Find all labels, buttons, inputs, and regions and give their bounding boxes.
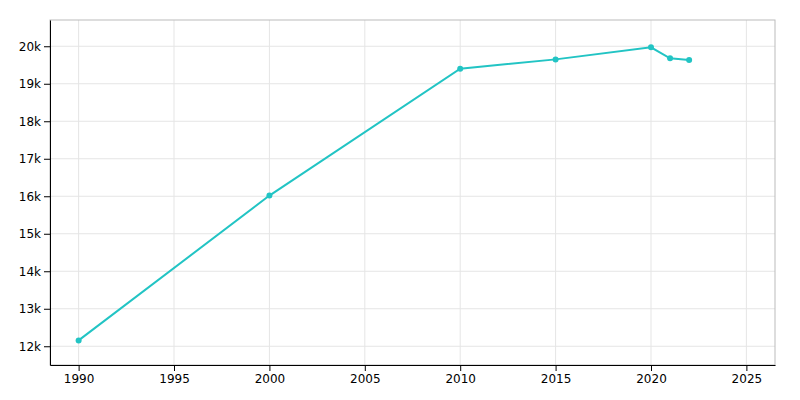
- y-tick-mark: [44, 234, 50, 235]
- y-tick: 12k: [19, 340, 50, 354]
- y-tick: 19k: [19, 77, 50, 91]
- x-tick: 2005: [350, 365, 381, 386]
- grid-line-y: [50, 346, 775, 347]
- grid-line-y: [50, 271, 775, 272]
- y-tick-mark: [44, 84, 50, 85]
- x-tick-label: 2000: [255, 372, 286, 386]
- x-tick-label: 1995: [159, 372, 190, 386]
- grid-line-x: [650, 20, 651, 365]
- x-tick-mark: [174, 365, 175, 371]
- y-tick-label: 18k: [19, 115, 41, 129]
- x-tick: 1990: [64, 365, 95, 386]
- point: [266, 193, 272, 199]
- x-tick-mark: [269, 365, 270, 371]
- x-tick-label: 2020: [636, 372, 667, 386]
- point: [648, 44, 654, 50]
- y-tick: 16k: [19, 190, 50, 204]
- y-tick: 17k: [19, 152, 50, 166]
- x-tick-label: 2015: [541, 372, 572, 386]
- y-tick: 13k: [19, 302, 50, 316]
- chart: 1990 1995 2000 2005 2010 2015 2020 2025 12k 13k 14…: [0, 0, 800, 400]
- x-tick: 2000: [255, 365, 286, 386]
- x-tick: 1995: [159, 365, 190, 386]
- line: [79, 47, 690, 340]
- marks: [76, 44, 693, 343]
- grid-line-x: [746, 20, 747, 365]
- y-tick-label: 16k: [19, 190, 41, 204]
- y-tick: 15k: [19, 227, 50, 241]
- grid-line-y: [50, 46, 775, 47]
- y-tick-label: 13k: [19, 302, 41, 316]
- point: [457, 66, 463, 72]
- x-tick-mark: [651, 365, 652, 371]
- x-tick-mark: [746, 365, 747, 371]
- x-tick: 2015: [541, 365, 572, 386]
- plot-frame: [50, 20, 775, 365]
- grid-line-y: [50, 83, 775, 84]
- x-axis-line: [51, 365, 776, 366]
- grid-line-y: [50, 121, 775, 122]
- x-axis: 1990 1995 2000 2005 2010 2015 2020 2025: [51, 365, 776, 386]
- grid-line-y: [50, 196, 775, 197]
- grid-line-y: [50, 308, 775, 309]
- x-tick-label: 2010: [445, 372, 476, 386]
- x-tick-label: 2025: [732, 372, 763, 386]
- y-tick-mark: [44, 309, 50, 310]
- x-tick: 2025: [732, 365, 763, 386]
- y-tick: 14k: [19, 265, 50, 279]
- y-axis-line: [50, 21, 51, 366]
- y-tick-mark: [44, 121, 50, 122]
- y-axis: 12k 13k 14k 15k 16k 17k 18k 19k 20k: [19, 21, 51, 366]
- x-tick-mark: [460, 365, 461, 371]
- point: [553, 56, 559, 62]
- point: [667, 55, 673, 61]
- y-tick-label: 15k: [19, 227, 41, 241]
- grid-line-x: [364, 20, 365, 365]
- grid: [50, 20, 775, 365]
- x-tick-label: 2005: [350, 372, 381, 386]
- y-tick-label: 17k: [19, 152, 41, 166]
- point: [686, 57, 692, 63]
- grid-line-x: [555, 20, 556, 365]
- x-tick: 2010: [445, 365, 476, 386]
- grid-line-x: [269, 20, 270, 365]
- x-tick-mark: [556, 365, 557, 371]
- y-tick-mark: [44, 46, 50, 47]
- x-tick-mark: [365, 365, 366, 371]
- plot: 1990 1995 2000 2005 2010 2015 2020 2025 12k 13k 14…: [19, 20, 776, 386]
- y-tick-mark: [44, 159, 50, 160]
- grid-line-y: [50, 233, 775, 234]
- x-tick-label: 1990: [64, 372, 95, 386]
- point: [76, 337, 82, 343]
- y-tick-mark: [44, 271, 50, 272]
- grid-line-x: [78, 20, 79, 365]
- y-tick-mark: [44, 346, 50, 347]
- grid-line-y: [50, 158, 775, 159]
- y-tick: 18k: [19, 115, 50, 129]
- x-tick-mark: [79, 365, 80, 371]
- x-tick: 2020: [636, 365, 667, 386]
- y-tick-label: 19k: [19, 77, 41, 91]
- y-tick: 20k: [19, 40, 50, 54]
- y-tick-label: 12k: [19, 340, 41, 354]
- y-tick-mark: [44, 196, 50, 197]
- grid-line-x: [174, 20, 175, 365]
- y-tick-label: 20k: [19, 40, 41, 54]
- y-tick-label: 14k: [19, 265, 41, 279]
